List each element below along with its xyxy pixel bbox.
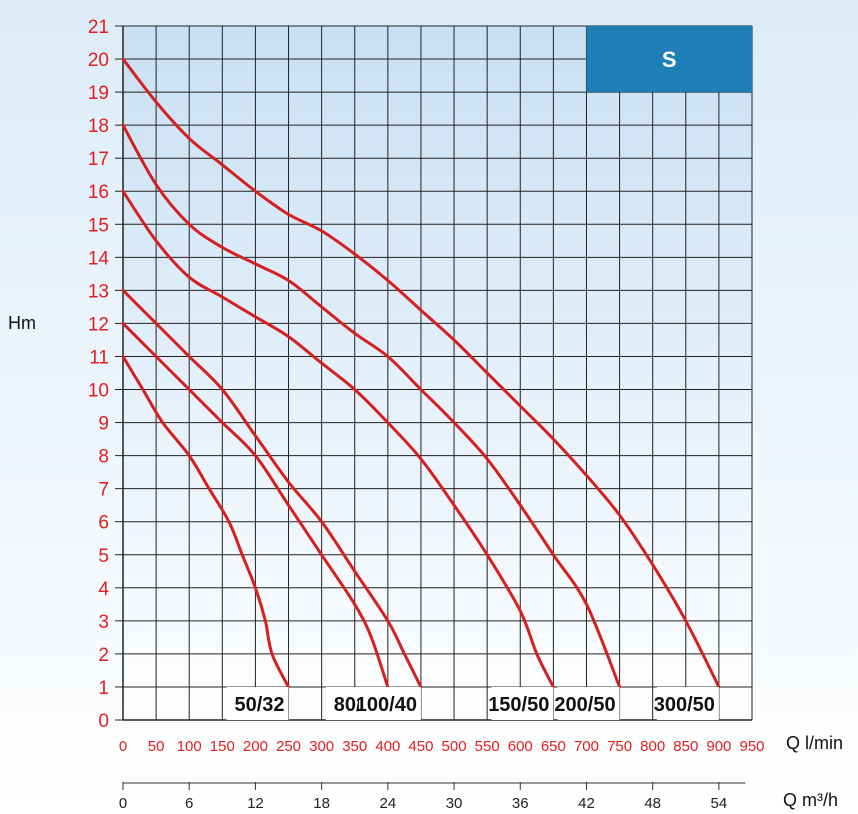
y-tick-label: 0	[98, 711, 109, 732]
y-tick-label: 19	[88, 83, 109, 104]
y-tick-label: 13	[88, 281, 109, 302]
curve-label-100-40: 100/40	[356, 694, 417, 716]
secondary-tick-label: 48	[644, 795, 661, 812]
secondary-tick-label: 12	[247, 795, 264, 812]
x-axis-label: Q l/min	[786, 733, 843, 753]
curve-80-40	[121, 321, 390, 689]
y-tick-label: 17	[88, 149, 109, 170]
curve-label-50-32: 50/32	[234, 694, 284, 716]
x-tick-label: 50	[148, 738, 165, 755]
curve-100-40	[121, 288, 423, 689]
x-tick-label: 550	[475, 738, 500, 755]
secondary-tick-label: 42	[578, 795, 595, 812]
y-tick-label: 4	[98, 579, 109, 600]
secondary-tick-label: 6	[185, 795, 193, 812]
x-tick-label: 500	[442, 738, 467, 755]
curve-label-box	[656, 686, 719, 720]
curve-label-200-50: 200/50	[554, 694, 615, 716]
grid	[115, 25, 753, 721]
x-tick-label: 300	[309, 738, 334, 755]
series-badge: S	[586, 26, 752, 93]
y-tick-label: 10	[88, 381, 109, 402]
y-tick-label: 18	[88, 116, 109, 137]
x-tick-label: 650	[541, 738, 566, 755]
y-tick-label: 8	[98, 447, 109, 468]
curve-label-150-50: 150/50	[488, 694, 549, 716]
secondary-tick-label: 0	[119, 795, 127, 812]
x-tick-label: 700	[574, 738, 599, 755]
y-tick-label: 2	[98, 645, 109, 666]
curve-label-box	[226, 686, 289, 720]
y-tick-label: 11	[89, 347, 109, 368]
x-tick-label: 950	[739, 738, 764, 755]
badge-label: S	[662, 47, 677, 72]
y-tick-label: 1	[98, 678, 109, 699]
x-tick-label: 400	[375, 738, 400, 755]
y-tick-label: 20	[88, 50, 109, 71]
curves	[121, 57, 721, 689]
x-tick-label: 450	[408, 738, 433, 755]
y-tick-label: 12	[88, 314, 109, 335]
curve-150-50	[121, 189, 555, 689]
x-tick-label: 750	[607, 738, 632, 755]
y-tick-label: 5	[98, 546, 109, 567]
y-tick-label: 21	[88, 17, 109, 38]
x-tick-label: 0	[119, 738, 127, 755]
x-tick-label: 250	[276, 738, 301, 755]
x-tick-label: 600	[508, 738, 533, 755]
x-tick-label: 350	[342, 738, 367, 755]
curve-label-box	[491, 686, 554, 720]
secondary-tick-label: 18	[313, 795, 330, 812]
secondary-tick-label: 54	[711, 795, 728, 812]
y-tick-label: 3	[98, 612, 109, 633]
secondary-tick-label: 24	[379, 795, 396, 812]
x-tick-labels: 0 50 100 150 200 250 300 350 400 450 500 550 600 650 7…	[119, 738, 765, 755]
y-tick-label: 15	[88, 215, 109, 236]
y-tick-label: 14	[88, 248, 110, 269]
y-axis-label: Hm	[8, 313, 36, 333]
y-tick-label: 6	[98, 513, 109, 534]
y-tick-label: 9	[98, 414, 109, 435]
curve-label-300-50: 300/50	[654, 694, 715, 716]
x-tick-label: 200	[243, 738, 268, 755]
secondary-x-axis: 0 6 12 18 24 30 36 42 48 54	[119, 782, 746, 812]
secondary-tick-label: 30	[446, 795, 463, 812]
secondary-x-axis-label: Q m³/h	[783, 790, 838, 810]
x-tick-label: 100	[177, 738, 202, 755]
badge-box	[586, 26, 752, 93]
curve-200-50	[121, 123, 622, 689]
plot-area	[123, 26, 752, 720]
y-tick-label: 7	[98, 480, 109, 501]
curve-label-box	[557, 686, 620, 720]
curve-label-box	[358, 686, 421, 720]
y-tick-label: 16	[88, 182, 109, 203]
x-tick-label: 150	[210, 738, 235, 755]
x-tick-label: 800	[640, 738, 665, 755]
secondary-tick-label: 36	[512, 795, 529, 812]
x-tick-label: 900	[706, 738, 731, 755]
x-tick-label: 850	[673, 738, 698, 755]
curve-300-50	[121, 57, 721, 689]
curve-50-32	[121, 355, 290, 689]
